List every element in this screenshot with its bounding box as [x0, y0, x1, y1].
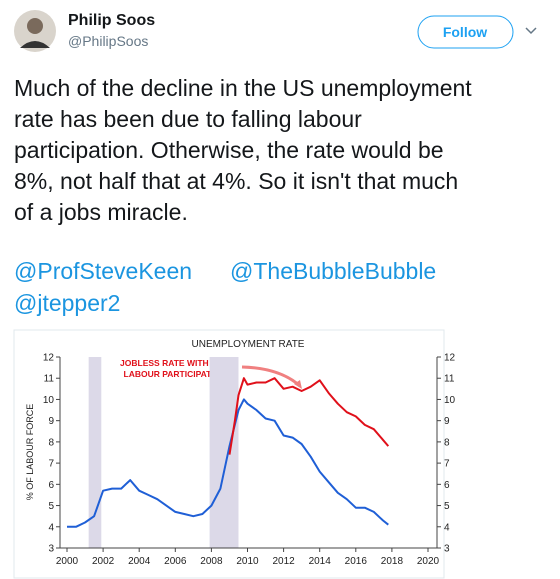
- y-tick-label: 6: [444, 480, 450, 491]
- y-tick-label: 9: [444, 416, 450, 427]
- annotation: LABOUR PARTICIPATION: [124, 369, 227, 379]
- tweet-text: rate has been due to falling labour: [14, 106, 362, 132]
- y-tick-label: 12: [43, 353, 55, 364]
- follow-label[interactable]: Follow: [443, 24, 487, 40]
- avatar-body: [20, 41, 50, 48]
- follow-button[interactable]: [417, 15, 514, 49]
- y-tick-label: 8: [48, 437, 54, 448]
- mention[interactable]: @ProfSteveKeen: [14, 258, 192, 284]
- y-tick-label: 4: [48, 522, 54, 533]
- y-tick-label: 11: [444, 374, 455, 385]
- avatar-face: [27, 18, 43, 34]
- user-handle[interactable]: @PhilipSoos: [68, 33, 148, 49]
- x-tick-label: 2016: [345, 556, 368, 567]
- x-tick-label: 2018: [381, 556, 404, 567]
- annotation-arrowhead: [294, 380, 302, 389]
- y-tick-label: 4: [444, 522, 450, 533]
- x-tick-label: 2020: [417, 556, 440, 567]
- mention[interactable]: @TheBubbleBubble: [230, 258, 436, 284]
- menu-chevron[interactable]: [525, 27, 537, 35]
- y-tick-label: 10: [43, 395, 55, 406]
- tweet-text: Much of the decline in the US unemployme…: [14, 75, 472, 101]
- x-tick-label: 2002: [92, 556, 115, 567]
- x-tick-label: 2010: [236, 556, 259, 567]
- x-tick-label: 2008: [200, 556, 223, 567]
- annotation: JOBLESS RATE WITH 2009: [120, 358, 230, 368]
- y-tick-label: 6: [48, 480, 54, 491]
- y-tick-label: 5: [444, 501, 450, 512]
- chart: UNEMPLOYMENT RATE % OF LABOUR FORCE JOBL…: [25, 339, 456, 567]
- tweet-text: 8%, not half that at 4%. So it isn't tha…: [14, 168, 458, 194]
- user-name[interactable]: Philip Soos: [68, 12, 155, 29]
- y-tick-label: 9: [48, 416, 54, 427]
- chart-title: UNEMPLOYMENT RATE: [192, 339, 305, 350]
- x-tick-label: 2014: [309, 556, 332, 567]
- x-tick-label: 2012: [272, 556, 295, 567]
- y-axis-label: % OF LABOUR FORCE: [25, 404, 35, 501]
- x-tick-label: 2004: [128, 556, 151, 567]
- tweet-text: of a jobs miracle.: [14, 199, 188, 225]
- tweet-text: participation. Otherwise, the rate would…: [14, 137, 444, 163]
- y-tick-label: 7: [48, 459, 54, 470]
- y-tick-label: 3: [444, 544, 450, 555]
- series-line: [228, 377, 390, 455]
- y-tick-label: 11: [44, 374, 55, 385]
- shaded-period: [88, 357, 102, 548]
- x-tick-label: 2006: [164, 556, 187, 567]
- mention[interactable]: @jtepper2: [14, 290, 120, 316]
- x-tick-label: 2000: [56, 556, 79, 567]
- y-tick-label: 12: [444, 353, 456, 364]
- shaded-period: [209, 357, 239, 548]
- y-tick-label: 7: [444, 459, 450, 470]
- y-tick-label: 5: [48, 501, 54, 512]
- y-tick-label: 8: [444, 437, 450, 448]
- y-tick-label: 3: [48, 544, 54, 555]
- y-tick-label: 10: [444, 395, 456, 406]
